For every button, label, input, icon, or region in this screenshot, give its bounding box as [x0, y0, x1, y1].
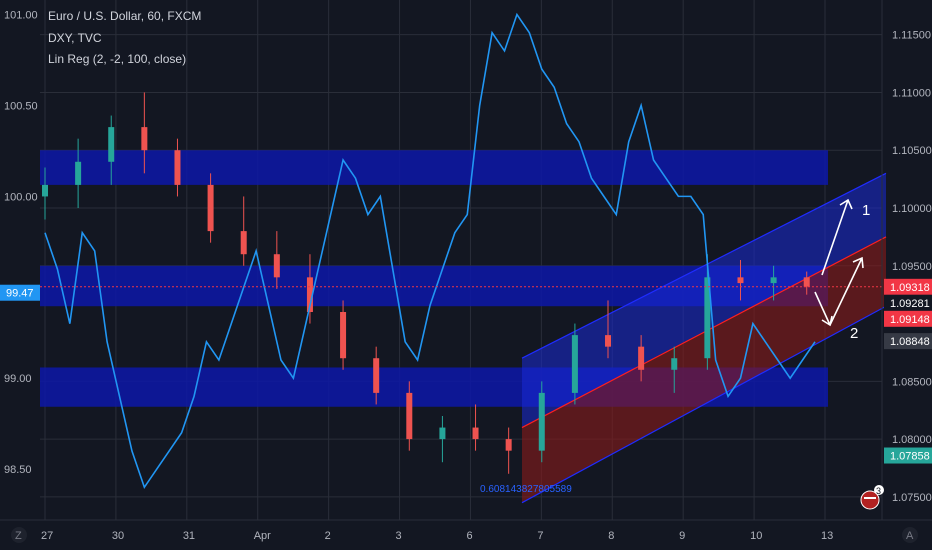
time-axis-tick: 30	[112, 530, 124, 542]
candle-body	[207, 184, 214, 232]
right-axis-tick: 1.07500	[892, 492, 932, 504]
time-axis-tick: 31	[183, 530, 195, 542]
arrow-1-label: 1	[862, 202, 870, 219]
zoom-circle-icon	[11, 527, 27, 543]
candle-body	[373, 358, 380, 393]
right-axis-tick: 1.10000	[892, 203, 932, 215]
candle-body	[472, 427, 479, 440]
linreg-legend[interactable]: Lin Reg (2, -2, 100, close)	[48, 52, 186, 66]
time-axis-tick: 3	[396, 530, 402, 542]
right-price-axis[interactable]: 1.11500 1.11000 1.10500 1.10000 1.09500 1.085…	[884, 30, 932, 504]
time-axis-tick: 2	[325, 530, 331, 542]
candle-body	[671, 358, 678, 370]
right-axis-tick: 1.08000	[892, 434, 932, 446]
candle-body	[538, 392, 545, 451]
zoom-button[interactable]: Z	[11, 527, 27, 543]
time-axis-tick: Apr	[254, 530, 271, 542]
price-badge-label: 1.09148	[890, 314, 930, 326]
time-axis-tick: 6	[466, 530, 472, 542]
channel-lower-band	[522, 236, 886, 503]
events-count: 3	[876, 486, 881, 496]
channel-upper-band	[522, 173, 886, 428]
time-axis-tick: 27	[41, 530, 53, 542]
left-axis-tick: 98.50	[4, 464, 32, 476]
candle-body	[273, 254, 280, 278]
price-badge-label: 1.08848	[890, 336, 930, 348]
candle-body	[704, 277, 711, 359]
right-axis-tick: 1.09500	[892, 261, 932, 273]
candle-body	[737, 277, 744, 284]
events-count-badge	[874, 485, 884, 495]
auto-scale-button[interactable]: A	[902, 527, 918, 543]
candle-body	[174, 150, 181, 185]
price-badge-label: 1.07858	[890, 451, 930, 463]
time-axis-tick: 10	[750, 530, 762, 542]
left-axis-tick: 100.00	[4, 191, 38, 203]
projection-arrows	[814, 198, 864, 327]
candle-body	[505, 439, 512, 451]
zone-rect	[40, 150, 828, 185]
price-badge	[884, 294, 932, 311]
channel-mid-line	[521, 236, 887, 429]
right-axis-tick: 1.10500	[892, 145, 932, 157]
dxy-line	[44, 12, 816, 490]
candle-body	[770, 277, 777, 284]
channel-lower-line	[521, 305, 887, 504]
left-axis-tick: 99.00	[4, 373, 32, 385]
dxy-overlay-legend[interactable]: DXY, TVC	[48, 31, 102, 45]
time-axis-tick: 8	[608, 530, 614, 542]
flag-stripes-icon	[864, 497, 876, 499]
candle-body	[306, 277, 313, 312]
candle-body	[406, 392, 413, 440]
candle-body	[340, 312, 347, 359]
right-axis-tick: 1.11000	[892, 87, 931, 99]
auto-circle-icon	[902, 527, 918, 543]
price-badge-label: 1.09318	[890, 282, 930, 294]
candle-body	[108, 127, 115, 162]
left-axis-tick: 101.00	[4, 10, 38, 22]
candle-body	[240, 231, 247, 255]
arrow-2-up	[829, 256, 864, 326]
flag-icon	[860, 490, 880, 510]
time-axis-tick: 9	[679, 530, 685, 542]
left-axis-tick: 100.50	[4, 100, 38, 112]
candle-body	[42, 184, 48, 197]
price-badge	[884, 333, 932, 350]
eurusd-candles	[42, 92, 810, 474]
channel-upper-line	[521, 172, 887, 359]
candle-body	[605, 335, 612, 347]
time-axis-tick: 13	[821, 530, 833, 542]
candle-body	[439, 427, 446, 440]
price-badge-label: 1.09281	[890, 298, 930, 310]
price-badge	[884, 278, 932, 295]
right-axis-tick: 1.11500	[892, 30, 931, 42]
symbol-title[interactable]: Euro / U.S. Dollar, 60, FXCM	[48, 9, 201, 23]
left-current-badge	[0, 284, 40, 301]
economic-events-button[interactable]: 3	[860, 485, 884, 510]
auto-label: A	[906, 530, 914, 542]
candle-body	[571, 335, 578, 393]
candle-body	[803, 277, 810, 287]
left-current-label: 99.47	[6, 288, 34, 300]
time-axis[interactable]: 27 30 31 Apr 2 3 6 7 8 9 10 13	[41, 530, 833, 542]
arrow-1	[821, 198, 853, 276]
price-badge	[884, 447, 932, 464]
linear-regression-channel	[521, 172, 887, 504]
arrow-2-label: 2	[850, 325, 858, 342]
price-badge	[884, 310, 932, 327]
zoom-label: Z	[15, 530, 22, 542]
candle-body	[638, 346, 645, 370]
left-price-axis[interactable]: 101.00 100.50 100.00 99.00 98.50	[4, 10, 38, 477]
right-axis-tick: 1.08500	[892, 376, 932, 388]
time-axis-tick: 7	[537, 530, 543, 542]
candle-body	[141, 127, 148, 151]
candle-body	[75, 161, 82, 185]
channel-value-label: 0.608143827805589	[480, 484, 572, 495]
